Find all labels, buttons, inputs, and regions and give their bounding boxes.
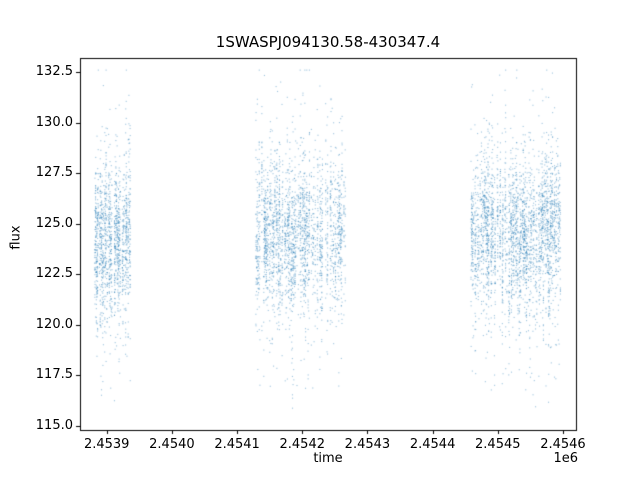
- x-axis-offset-label: 1e6: [553, 451, 578, 466]
- y-tick-label: 115.0: [35, 417, 73, 433]
- chart-title: 1SWASPJ094130.58-430347.4: [215, 33, 441, 51]
- x-tick-label: 2.4545: [475, 437, 521, 452]
- x-axis-label: time: [313, 451, 343, 466]
- y-tick-label: 132.5: [35, 64, 73, 80]
- x-tick-label: 2.4544: [409, 437, 456, 452]
- x-tick-label: 2.4543: [344, 437, 391, 452]
- y-tick-label: 122.5: [35, 266, 73, 282]
- x-tick-label: 2.4541: [214, 437, 260, 452]
- x-tick-label: 2.4546: [540, 437, 586, 452]
- y-tick-label: 125.0: [35, 215, 73, 231]
- y-tick-label: 127.5: [35, 165, 73, 181]
- y-tick-label: 120.0: [35, 316, 73, 332]
- x-tick-label: 2.4542: [279, 437, 326, 452]
- x-tick-label: 2.4540: [149, 437, 195, 452]
- y-tick-label: 130.0: [35, 114, 73, 130]
- y-tick-label: 117.5: [35, 367, 73, 383]
- x-tick-label: 2.4539: [83, 437, 130, 452]
